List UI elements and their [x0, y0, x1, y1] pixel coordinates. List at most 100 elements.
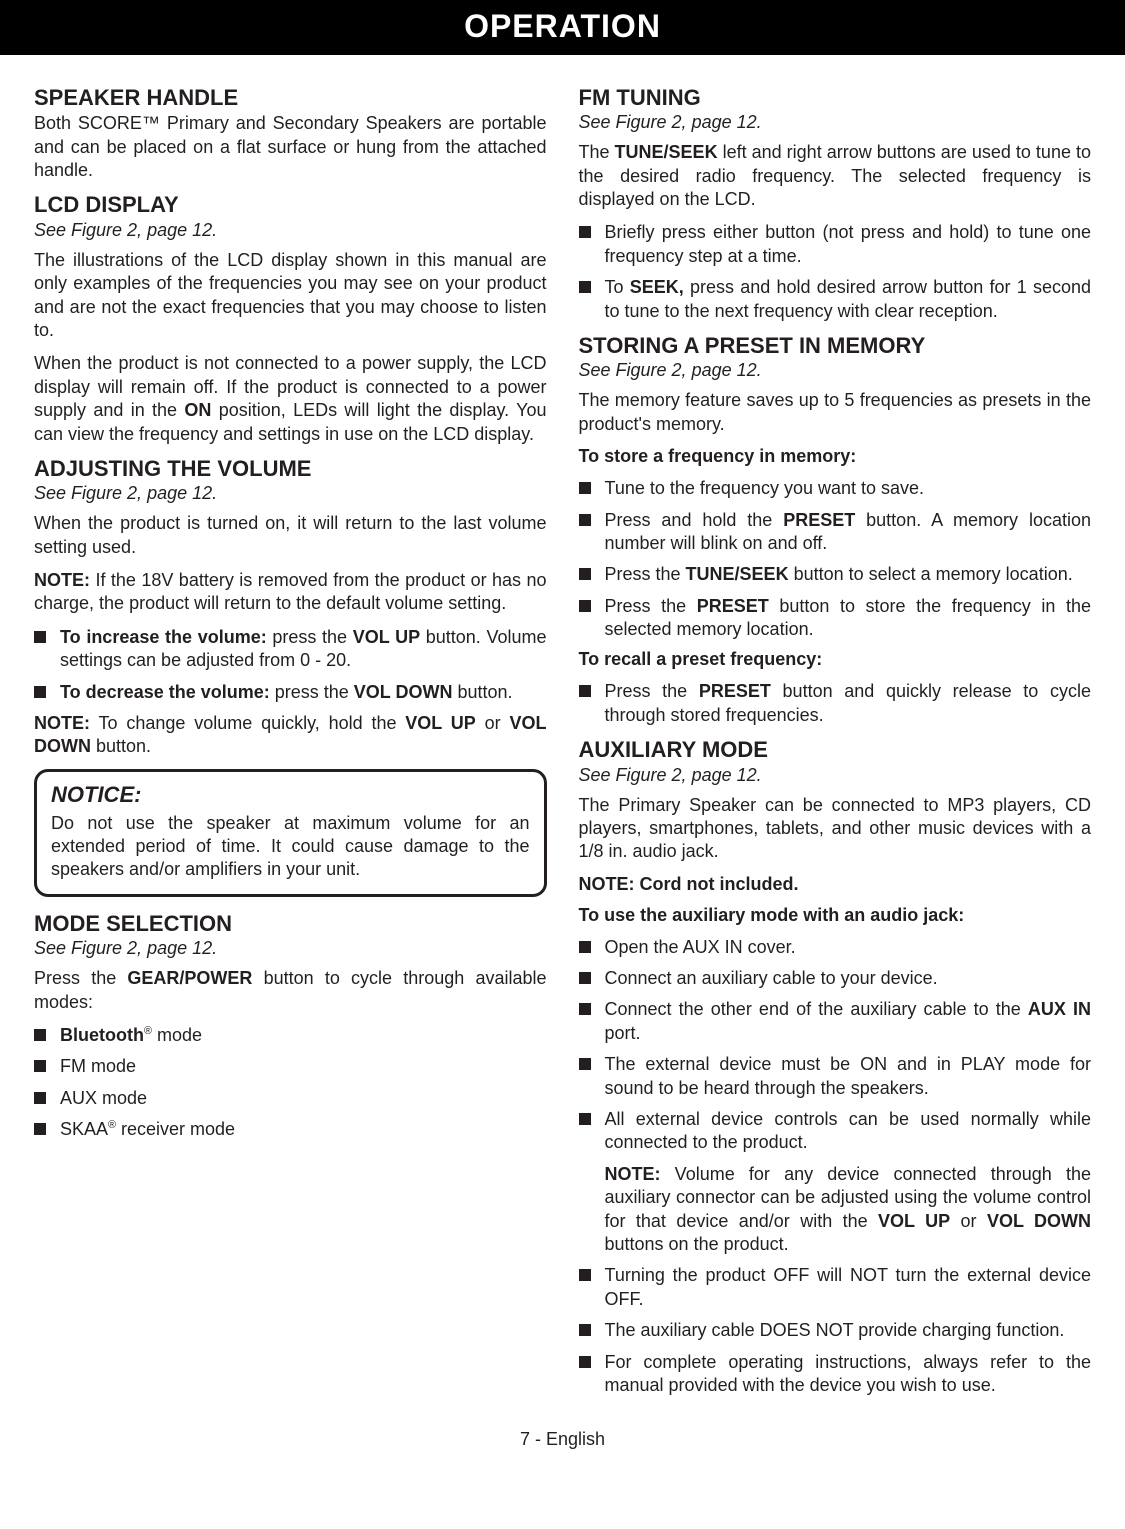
heading-lcd: LCD DISPLAY: [34, 192, 547, 217]
list-item: Press and hold the PRESET button. A memo…: [579, 509, 1092, 556]
text: Press the: [605, 596, 697, 616]
see-fig-mode: See Figure 2, page 12.: [34, 938, 547, 959]
list-item: Tune to the frequency you want to save.: [579, 477, 1092, 500]
para-mode: Press the GEAR/POWER button to cycle thr…: [34, 967, 547, 1014]
list-item: SKAA® receiver mode: [34, 1118, 547, 1141]
bold: TUNE/SEEK: [615, 142, 718, 162]
see-fig-fm: See Figure 2, page 12.: [579, 112, 1092, 133]
list-item: Press the PRESET button and quickly rele…: [579, 680, 1092, 727]
bold: To decrease the volume:: [60, 682, 270, 702]
note-aux-vol: NOTE: Volume for any device connected th…: [579, 1163, 1092, 1257]
notice-text: Do not use the speaker at maximum volume…: [51, 812, 530, 882]
text: press the: [267, 627, 353, 647]
label-use-aux: To use the auxiliary mode with an audio …: [579, 905, 1092, 926]
text: If the 18V battery is removed from the p…: [34, 570, 547, 613]
text: Press the: [34, 968, 127, 988]
heading-fm: FM TUNING: [579, 85, 1092, 110]
list-item: To increase the volume: press the VOL UP…: [34, 626, 547, 673]
list-item: Bluetooth® mode: [34, 1024, 547, 1047]
bold: VOL UP: [405, 713, 476, 733]
list-item: The external device must be ON and in PL…: [579, 1053, 1092, 1100]
page-header: OPERATION: [0, 0, 1125, 55]
note-volume-1: NOTE: If the 18V battery is removed from…: [34, 569, 547, 616]
bold: VOL DOWN: [354, 682, 453, 702]
list-fm: Briefly press either button (not press a…: [579, 221, 1092, 323]
superscript: ®: [108, 1119, 116, 1131]
bold: SEEK,: [630, 277, 684, 297]
list-item: To decrease the volume: press the VOL DO…: [34, 681, 547, 704]
text: mode: [152, 1025, 202, 1045]
list-recall: Press the PRESET button and quickly rele…: [579, 680, 1092, 727]
heading-mode: MODE SELECTION: [34, 911, 547, 936]
text: button.: [452, 682, 512, 702]
label-recall: To recall a preset frequency:: [579, 649, 1092, 670]
notice-box: NOTICE: Do not use the speaker at maximu…: [34, 769, 547, 897]
para-fm-1: The TUNE/SEEK left and right arrow butto…: [579, 141, 1092, 211]
para-speaker-handle: Both SCORE™ Primary and Secondary Speake…: [34, 112, 547, 182]
list-store: Tune to the frequency you want to save. …: [579, 477, 1092, 641]
heading-volume: ADJUSTING THE VOLUME: [34, 456, 547, 481]
see-fig-preset: See Figure 2, page 12.: [579, 360, 1092, 381]
text: Press the: [605, 681, 699, 701]
list-item: Turning the product OFF will NOT turn th…: [579, 1264, 1092, 1311]
text: The: [579, 142, 615, 162]
note-label: NOTE:: [605, 1164, 661, 1184]
text: button.: [91, 736, 151, 756]
text: port.: [605, 1023, 641, 1043]
right-column: FM TUNING See Figure 2, page 12. The TUN…: [579, 85, 1092, 1405]
list-item: Briefly press either button (not press a…: [579, 221, 1092, 268]
bold: AUX IN: [1028, 999, 1091, 1019]
left-column: SPEAKER HANDLE Both SCORE™ Primary and S…: [34, 85, 547, 1405]
see-fig-lcd: See Figure 2, page 12.: [34, 220, 547, 241]
list-item: All external device controls can be used…: [579, 1108, 1092, 1155]
heading-preset: STORING A PRESET IN MEMORY: [579, 333, 1092, 358]
superscript: ®: [144, 1025, 152, 1037]
bold: Bluetooth: [60, 1025, 144, 1045]
text: Press and hold the: [605, 510, 784, 530]
text: button to select a memory location.: [789, 564, 1073, 584]
notice-title: NOTICE:: [51, 782, 530, 808]
note-label: NOTE:: [34, 713, 90, 733]
text: Press the: [605, 564, 686, 584]
list-volume: To increase the volume: press the VOL UP…: [34, 626, 547, 704]
bold: VOL DOWN: [987, 1211, 1091, 1231]
list-aux: Open the AUX IN cover. Connect an auxili…: [579, 936, 1092, 1155]
para-preset-1: The memory feature saves up to 5 frequen…: [579, 389, 1092, 436]
note-volume-2: NOTE: To change volume quickly, hold the…: [34, 712, 547, 759]
page-body: SPEAKER HANDLE Both SCORE™ Primary and S…: [0, 55, 1125, 1415]
list-aux-2: Turning the product OFF will NOT turn th…: [579, 1264, 1092, 1397]
list-item: To SEEK, press and hold desired arrow bu…: [579, 276, 1092, 323]
list-item: AUX mode: [34, 1087, 547, 1110]
text: or: [950, 1211, 987, 1231]
heading-aux: AUXILIARY MODE: [579, 737, 1092, 762]
see-fig-volume: See Figure 2, page 12.: [34, 483, 547, 504]
para-volume-1: When the product is turned on, it will r…: [34, 512, 547, 559]
note-label: NOTE:: [34, 570, 90, 590]
list-item: Connect the other end of the auxiliary c…: [579, 998, 1092, 1045]
list-item: Connect an auxiliary cable to your devic…: [579, 967, 1092, 990]
bold: VOL UP: [878, 1211, 950, 1231]
list-item: Press the TUNE/SEEK button to select a m…: [579, 563, 1092, 586]
bold: PRESET: [699, 681, 771, 701]
text: SKAA: [60, 1119, 108, 1139]
see-fig-aux: See Figure 2, page 12.: [579, 765, 1092, 786]
para-lcd-2: When the product is not connected to a p…: [34, 352, 547, 446]
para-aux-1: The Primary Speaker can be connected to …: [579, 794, 1092, 864]
note-cord: NOTE: Cord not included.: [579, 874, 1092, 895]
para-lcd-1: The illustrations of the LCD display sho…: [34, 249, 547, 343]
list-modes: Bluetooth® mode FM mode AUX mode SKAA® r…: [34, 1024, 547, 1142]
text: press the: [270, 682, 354, 702]
bold: VOL UP: [353, 627, 420, 647]
label-store: To store a frequency in memory:: [579, 446, 1092, 467]
text: buttons on the product.: [605, 1234, 789, 1254]
bold: GEAR/POWER: [127, 968, 252, 988]
list-item: For complete operating instructions, alw…: [579, 1351, 1092, 1398]
list-item: Press the PRESET button to store the fre…: [579, 595, 1092, 642]
list-item: FM mode: [34, 1055, 547, 1078]
heading-speaker-handle: SPEAKER HANDLE: [34, 85, 547, 110]
bold: TUNE/SEEK: [686, 564, 789, 584]
list-item: The auxiliary cable DOES NOT provide cha…: [579, 1319, 1092, 1342]
bold: PRESET: [697, 596, 769, 616]
text: Connect the other end of the auxiliary c…: [605, 999, 1028, 1019]
text: or: [476, 713, 510, 733]
